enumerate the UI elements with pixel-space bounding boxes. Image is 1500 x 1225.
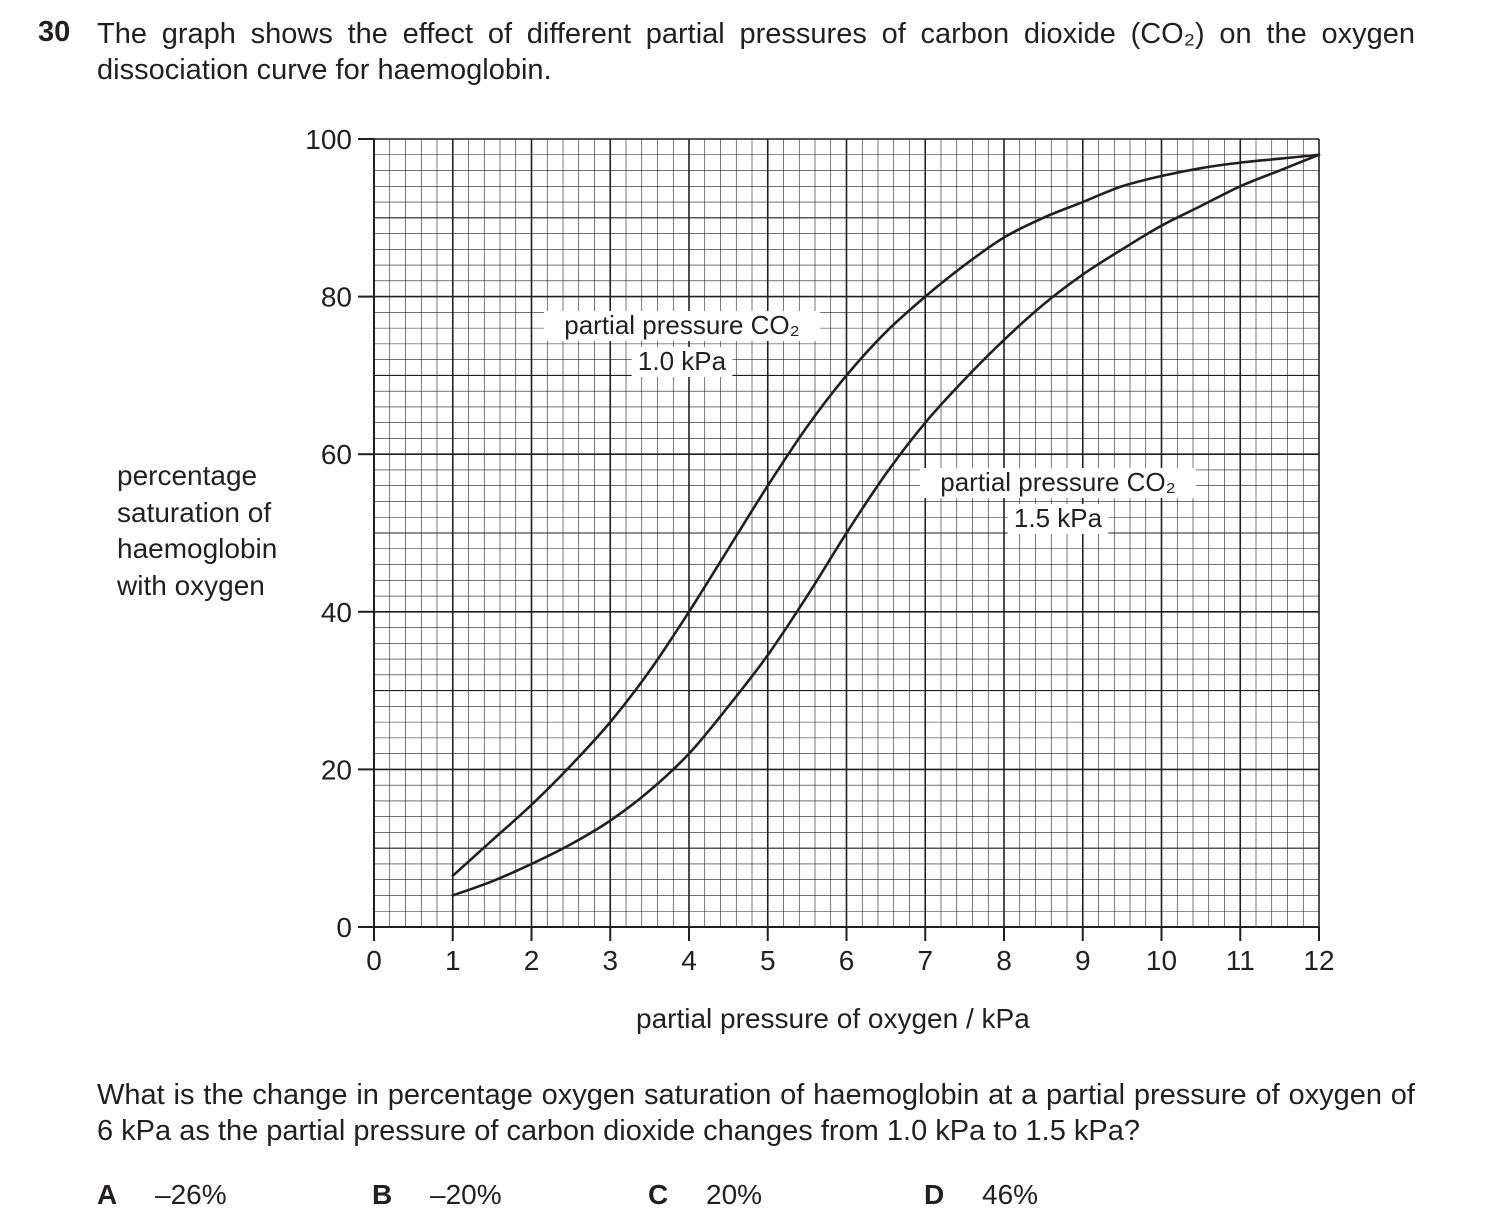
series-label-2: partial pressure CO₂ [940, 467, 1176, 497]
option-b[interactable]: B –20% [372, 1179, 502, 1211]
y-axis-label-line: haemoglobin [117, 533, 278, 564]
series-line-1 [451, 153, 1321, 878]
option-a[interactable]: A –26% [97, 1179, 227, 1211]
option-value: –20% [430, 1179, 502, 1210]
series-label-background [919, 468, 1197, 498]
y-tick-label: 80 [321, 282, 352, 313]
option-d[interactable]: D 46% [924, 1179, 1038, 1211]
series-label-background [543, 311, 821, 341]
x-tick-label: 5 [760, 945, 776, 976]
x-tick-label: 2 [524, 945, 540, 976]
x-tick-label: 6 [839, 945, 855, 976]
x-tick-label: 1 [445, 945, 461, 976]
y-tick-label: 100 [305, 124, 352, 155]
x-tick-label: 0 [366, 945, 382, 976]
option-c[interactable]: C 20% [648, 1179, 762, 1211]
y-axis-label-line: percentage [117, 460, 258, 491]
x-tick-label: 4 [681, 945, 697, 976]
question-number: 30 [38, 16, 71, 48]
y-tick-label: 40 [321, 597, 352, 628]
option-letter: B [372, 1179, 393, 1210]
question-text: The graph shows the effect of different … [97, 18, 1415, 86]
x-tick-label: 10 [1146, 945, 1177, 976]
x-tick-label: 7 [917, 945, 933, 976]
y-tick-label: 20 [321, 754, 352, 785]
x-axis-label: partial pressure of oxygen / kPa [636, 1003, 1030, 1034]
y-tick-label: 0 [336, 912, 352, 943]
x-tick-label: 9 [1075, 945, 1091, 976]
y-tick-label: 60 [321, 439, 352, 470]
series-label-background [1007, 504, 1109, 534]
x-tick-label: 11 [1226, 945, 1255, 976]
x-tick-label: 8 [996, 945, 1012, 976]
series-label-1: 1.0 kPa [638, 346, 727, 376]
x-tick-label: 12 [1303, 945, 1334, 976]
x-tick-label: 3 [602, 945, 618, 976]
option-letter: C [648, 1179, 669, 1210]
option-value: 20% [706, 1179, 763, 1210]
y-axis-label-line: saturation of [117, 496, 272, 528]
y-axis-label-line: with oxygen [117, 569, 265, 601]
series-label-background [631, 347, 733, 377]
series-line-2 [451, 153, 1321, 897]
series-label-1: partial pressure CO₂ [564, 310, 800, 340]
y-axis-label: percentage saturation of haemoglobin wit… [117, 458, 277, 604]
option-letter: D [924, 1179, 945, 1210]
answer-options: A –26% B –20% C 20% D 46% [0, 1179, 1500, 1219]
option-value: –26% [155, 1179, 227, 1210]
option-letter: A [97, 1179, 118, 1210]
series-label-2: 1.5 kPa [1014, 503, 1103, 533]
question-prompt: What is the change in percentage oxygen … [97, 1079, 1415, 1147]
option-value: 46% [982, 1179, 1039, 1210]
